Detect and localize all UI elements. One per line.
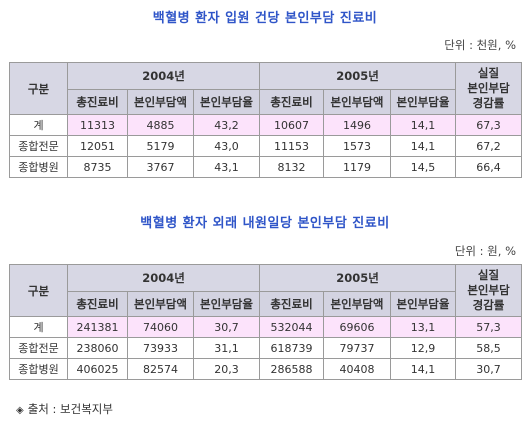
table2-subheader: 본인부담액	[323, 291, 391, 317]
cell: 43,1	[193, 156, 260, 178]
row-label: 종합병원	[9, 358, 68, 380]
table2-subheader: 본인부담율	[193, 291, 260, 317]
cell: 11153	[259, 135, 324, 157]
cell: 14,1	[390, 114, 456, 136]
cell: 10607	[259, 114, 324, 136]
cell: 1179	[323, 156, 391, 178]
table1-header-2005: 2005년	[259, 62, 456, 90]
table2-header-2004: 2004년	[67, 264, 260, 292]
table1-subheader: 본인부담액	[323, 89, 391, 115]
cell: 14,5	[390, 156, 456, 178]
table1-subheader: 본인부담율	[193, 89, 260, 115]
table-row: 계 241381 74060 30,7 532044 69606 13,1 57…	[9, 316, 522, 338]
table1-subheader: 총진료비	[259, 89, 324, 115]
table2-subheader: 본인부담율	[390, 291, 456, 317]
table1-title: 백혈병 환자 입원 건당 본인부담 진료비	[152, 11, 378, 26]
cell: 40408	[323, 358, 391, 380]
source-text: 출처 : 보건복지부	[27, 402, 113, 416]
source-note: ◈ 출처 : 보건복지부	[16, 401, 113, 417]
cell: 5179	[127, 135, 194, 157]
table-row: 종합병원 8735 3767 43,1 8132 1179 14,5 66,4	[9, 156, 522, 178]
table1: 구분 2004년 2005년 실질 본인부담 경감률 총진료비 본인부담액 본인…	[9, 62, 522, 178]
cell: 406025	[67, 358, 128, 380]
cell: 618739	[259, 337, 324, 359]
cell: 8735	[67, 156, 128, 178]
cell: 12051	[67, 135, 128, 157]
table1-unit: 단위 : 천원, %	[444, 38, 516, 52]
table2-subheader: 총진료비	[259, 291, 324, 317]
cell: 14,1	[390, 358, 456, 380]
row-label: 계	[9, 316, 68, 338]
cell: 30,7	[455, 358, 522, 380]
cell: 58,5	[455, 337, 522, 359]
table2-subheader: 총진료비	[67, 291, 128, 317]
table1-header-group: 구분	[9, 62, 68, 115]
table2-header-2005: 2005년	[259, 264, 456, 292]
cell: 57,3	[455, 316, 522, 338]
table1-header-reduction: 실질 본인부담 경감률	[455, 62, 522, 115]
cell: 43,2	[193, 114, 260, 136]
cell: 79737	[323, 337, 391, 359]
cell: 74060	[127, 316, 194, 338]
row-label: 종합전문	[9, 337, 68, 359]
cell: 532044	[259, 316, 324, 338]
table1-header-2004: 2004년	[67, 62, 260, 90]
table-row: 계 11313 4885 43,2 10607 1496 14,1 67,3	[9, 114, 522, 136]
row-label: 종합전문	[9, 135, 68, 157]
cell: 238060	[67, 337, 128, 359]
table2-header-group: 구분	[9, 264, 68, 317]
row-label: 계	[9, 114, 68, 136]
cell: 73933	[127, 337, 194, 359]
cell: 67,3	[455, 114, 522, 136]
cell: 20,3	[193, 358, 260, 380]
cell: 13,1	[390, 316, 456, 338]
row-label: 종합병원	[9, 156, 68, 178]
cell: 4885	[127, 114, 194, 136]
table2-title: 백혈병 환자 외래 내원일당 본인부담 진료비	[140, 216, 390, 231]
cell: 241381	[67, 316, 128, 338]
cell: 8132	[259, 156, 324, 178]
cell: 82574	[127, 358, 194, 380]
table1-subheader: 총진료비	[67, 89, 128, 115]
table1-subheader: 본인부담율	[390, 89, 456, 115]
table-row: 종합전문 238060 73933 31,1 618739 79737 12,9…	[9, 337, 522, 359]
table-row: 종합전문 12051 5179 43,0 11153 1573 14,1 67,…	[9, 135, 522, 157]
cell: 1573	[323, 135, 391, 157]
cell: 12,9	[390, 337, 456, 359]
cell: 67,2	[455, 135, 522, 157]
cell: 69606	[323, 316, 391, 338]
cell: 31,1	[193, 337, 260, 359]
cell: 11313	[67, 114, 128, 136]
table2-header-reduction: 실질 본인부담 경감률	[455, 264, 522, 317]
diamond-bullet-icon: ◈	[16, 405, 24, 416]
cell: 286588	[259, 358, 324, 380]
table2-unit: 단위 : 원, %	[454, 244, 516, 258]
table2: 구분 2004년 2005년 실질 본인부담 경감률 총진료비 본인부담액 본인…	[9, 264, 522, 380]
cell: 43,0	[193, 135, 260, 157]
cell: 30,7	[193, 316, 260, 338]
cell: 1496	[323, 114, 391, 136]
table2-subheader: 본인부담액	[127, 291, 194, 317]
table1-subheader: 본인부담액	[127, 89, 194, 115]
cell: 66,4	[455, 156, 522, 178]
cell: 14,1	[390, 135, 456, 157]
cell: 3767	[127, 156, 194, 178]
table-row: 종합병원 406025 82574 20,3 286588 40408 14,1…	[9, 358, 522, 380]
